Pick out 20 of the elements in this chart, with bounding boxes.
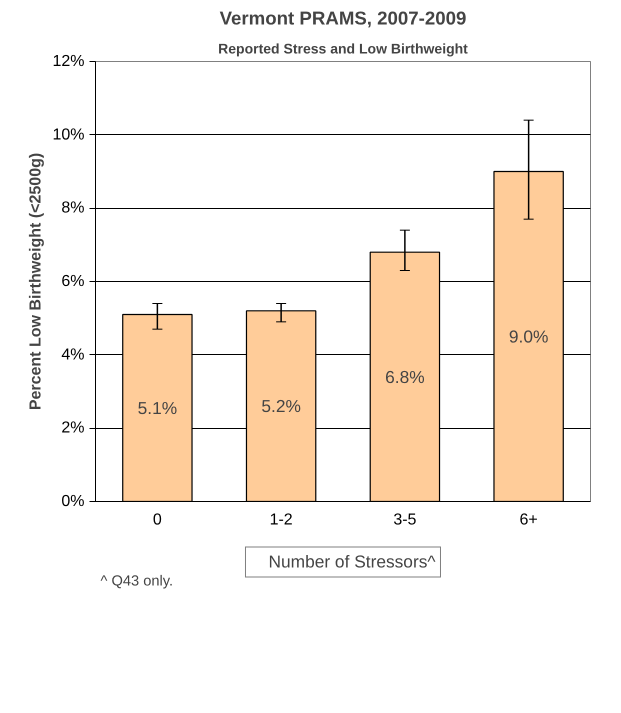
y-tick-label: 6% xyxy=(61,273,84,290)
x-tick-label: 6+ xyxy=(520,512,538,528)
x-tick-label: 0 xyxy=(152,512,162,528)
text: ^ Q43 only. xyxy=(100,574,174,590)
chart-title: Vermont PRAMS, 2007-2009 xyxy=(220,8,466,28)
data-label: 9.0% xyxy=(508,326,548,346)
y-tick-label: 4% xyxy=(61,346,84,364)
y-axis-title: Percent Low Birthweight (<2500g) xyxy=(27,152,44,410)
x-tick-label: 3-5 xyxy=(393,512,417,528)
data-label: 5.1% xyxy=(138,398,178,418)
y-tick-label: 10% xyxy=(52,126,85,144)
y-tick-label: 12% xyxy=(52,53,85,70)
x-tick-label: 1-2 xyxy=(270,512,293,528)
text: Number of Stressors^ xyxy=(268,552,436,572)
y-tick-label: 2% xyxy=(61,420,84,437)
data-label: 6.8% xyxy=(385,366,425,387)
y-tick-label: 8% xyxy=(61,200,84,217)
chart-subtitle: Reported Stress and Low Birthweight xyxy=(218,40,468,56)
y-tick-label: 0% xyxy=(61,493,84,510)
data-label: 5.2% xyxy=(261,396,301,416)
